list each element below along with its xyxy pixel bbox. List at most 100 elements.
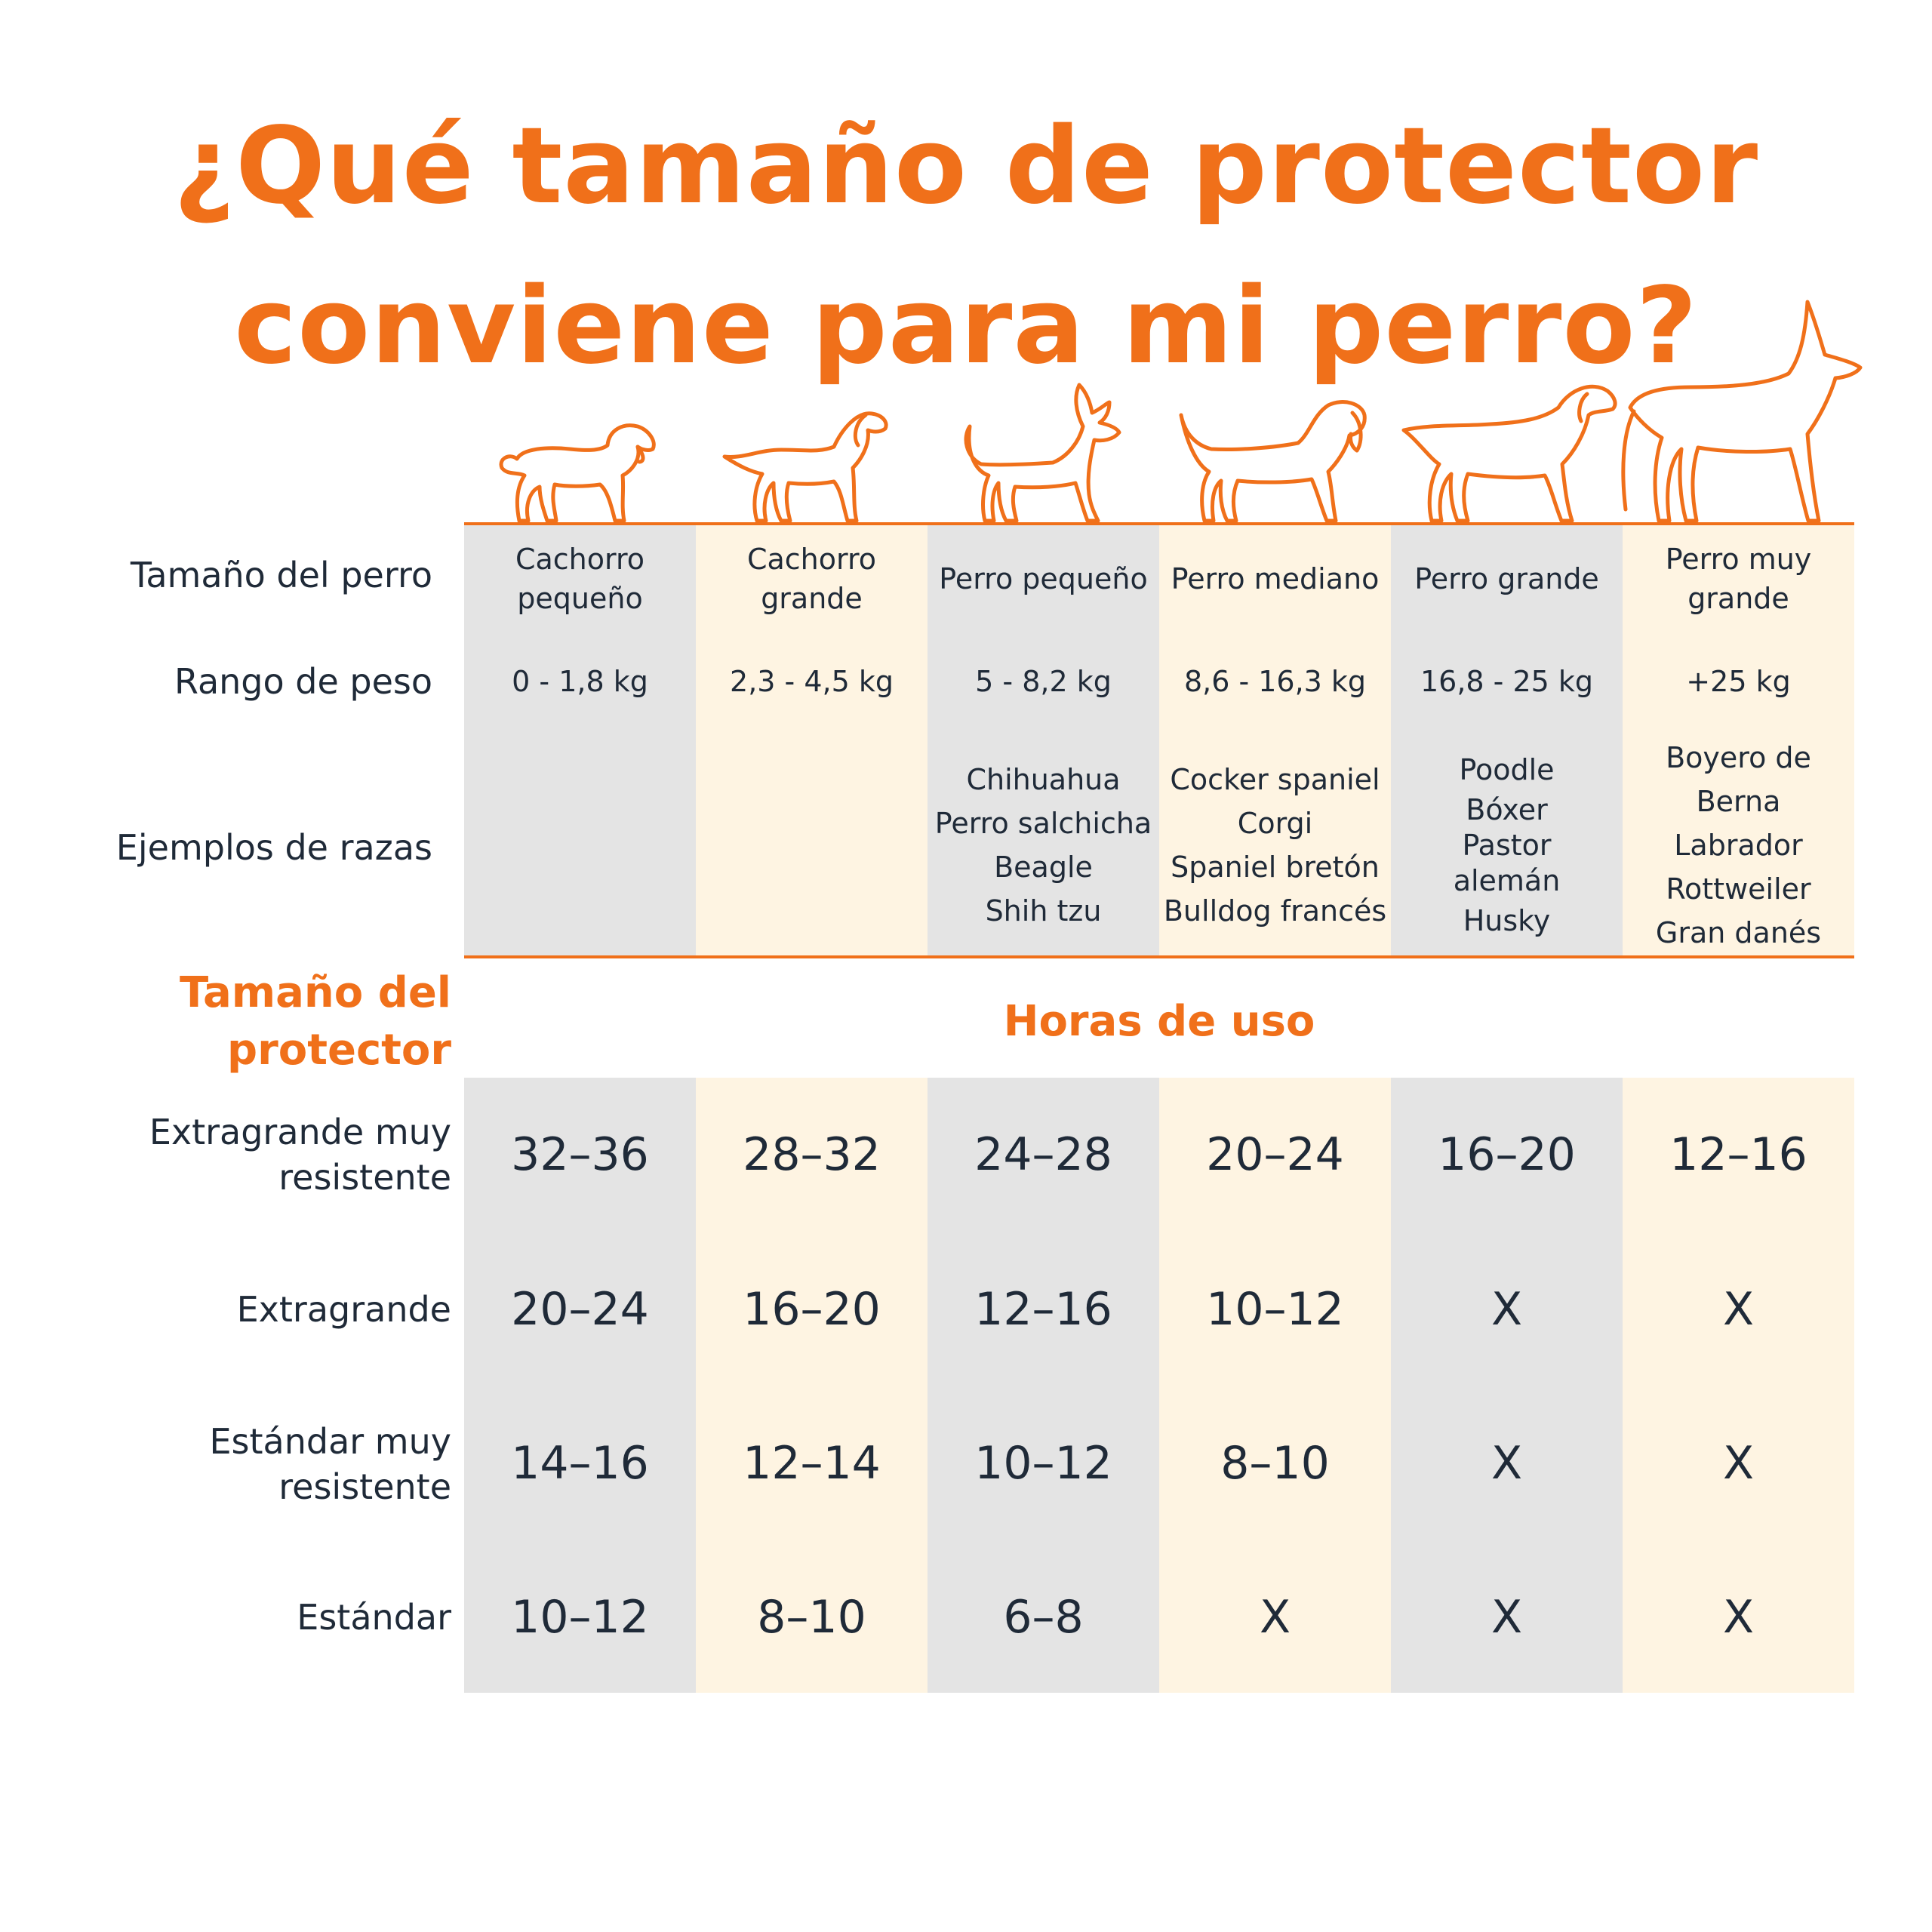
- breed-name: alemán: [1453, 864, 1561, 897]
- protector-row-label-line: Extragrande: [236, 1289, 451, 1330]
- hours-cell: 10–12: [511, 1591, 649, 1644]
- protector-row-label: Estándar muy resistente: [209, 1419, 451, 1509]
- hours-cell: X: [1722, 1437, 1755, 1490]
- hours-cell: 8–10: [757, 1591, 866, 1644]
- hours-cell: X: [1259, 1591, 1291, 1644]
- puppy-small-icon: [494, 415, 664, 525]
- hours-cell: 12–14: [743, 1437, 881, 1490]
- puppy-large-icon: [721, 400, 891, 525]
- breed-name: Perro salchicha: [934, 807, 1152, 840]
- hours-of-use-heading: Horas de uso: [1003, 997, 1315, 1046]
- breed-name: Shih tzu: [985, 894, 1102, 928]
- dog-size-cell: Perro pequeño: [928, 537, 1159, 620]
- column-bg-bottom-4: [1159, 1078, 1391, 1693]
- dog-size-text: Cachorro grande: [746, 543, 877, 615]
- protector-row-label-line: Estándar: [297, 1597, 451, 1638]
- dog-size-text: grande: [1687, 582, 1789, 615]
- breed-name: Labrador: [1674, 829, 1803, 862]
- weight-cell: 2,3 - 4,5 kg: [730, 665, 894, 698]
- row-label-breed-examples: Ejemplos de razas: [115, 827, 432, 868]
- hours-cell: 16–20: [1438, 1128, 1576, 1181]
- column-bg-1: [464, 525, 696, 958]
- breed-name: Bulldog francés: [1163, 894, 1387, 928]
- title-line-2: conviene para mi perro?: [234, 265, 1698, 388]
- breed-name: Bóxer: [1466, 793, 1548, 826]
- hours-cell: X: [1491, 1591, 1523, 1644]
- row-label-dog-size: Tamaño del perro: [130, 555, 432, 595]
- hours-cell: X: [1722, 1591, 1755, 1644]
- hours-cell: 20–24: [511, 1283, 649, 1336]
- hours-cell: 14–16: [511, 1437, 649, 1490]
- dog-size-text: Perro muy: [1665, 543, 1812, 576]
- weight-cell: 16,8 - 25 kg: [1420, 665, 1594, 698]
- extra-large-dog-icon: [1615, 298, 1864, 525]
- column-bg-bottom-5: [1391, 1078, 1623, 1693]
- hours-cell: 10–12: [1206, 1283, 1344, 1336]
- protector-row-label: Estándar: [297, 1595, 451, 1640]
- title-line-1: ¿Qué tamaño de protector: [173, 105, 1759, 228]
- column-bg-4: [1159, 525, 1391, 958]
- page-title: ¿Qué tamaño de protector conviene para m…: [0, 87, 1932, 407]
- large-dog-icon: [1400, 377, 1619, 525]
- dog-size-text: Cachorro: [515, 543, 645, 576]
- hours-cell: 24–28: [974, 1128, 1112, 1181]
- weight-cell: 8,6 - 16,3 kg: [1183, 665, 1367, 698]
- column-bg-6: [1623, 525, 1854, 958]
- hours-cell: X: [1722, 1283, 1755, 1336]
- column-bg-bottom-2: [696, 1078, 928, 1693]
- top-divider: [464, 522, 1854, 525]
- breed-name: Husky: [1463, 904, 1551, 937]
- breeds-cell: Chihuahua Perro salchicha Beagle Shih tz…: [928, 755, 1159, 936]
- dog-size-text: Perro pequeño: [939, 562, 1148, 595]
- breed-name: Cocker spaniel: [1170, 763, 1380, 796]
- protector-size-heading-line: Tamaño del: [179, 968, 451, 1017]
- small-dog-icon: [955, 381, 1124, 525]
- protector-row-label: Extragrande muy resistente: [149, 1109, 451, 1200]
- hours-cell: 8–10: [1220, 1437, 1330, 1490]
- dog-size-cell: Cachorro grande: [696, 537, 928, 620]
- breeds-cell: Poodle Bóxer Pastor alemán Husky: [1391, 743, 1623, 947]
- protector-row-label-line: Estándar muy: [209, 1421, 451, 1462]
- row-label-weight-range: Rango de peso: [174, 661, 432, 702]
- breed-name: Gran danés: [1655, 916, 1822, 949]
- column-bg-bottom-1: [464, 1078, 696, 1693]
- protector-size-heading-line: protector: [227, 1026, 451, 1075]
- protector-row-label-line: resistente: [278, 1466, 451, 1507]
- dog-size-text: Perro grande: [1414, 562, 1599, 595]
- hours-cell: 28–32: [743, 1128, 881, 1181]
- dog-size-cell: Perro muy grande: [1623, 537, 1854, 620]
- protector-size-heading: Tamaño del protector: [180, 964, 451, 1079]
- dog-size-text: pequeño: [517, 582, 643, 615]
- protector-row-label: Extragrande: [237, 1287, 451, 1332]
- dog-size-cell: Perro grande: [1391, 537, 1623, 620]
- middle-divider: [464, 955, 1854, 958]
- column-bg-3: [928, 525, 1159, 958]
- breed-name: Beagle: [994, 851, 1093, 884]
- dog-size-cell: Perro mediano: [1159, 537, 1391, 620]
- breeds-cell: Cocker spaniel Corgi Spaniel bretón Bull…: [1159, 755, 1391, 936]
- breed-name: Poodle: [1459, 753, 1555, 786]
- column-bg-bottom-3: [928, 1078, 1159, 1693]
- hours-cell: 12–16: [1669, 1128, 1807, 1181]
- hours-cell: X: [1491, 1283, 1523, 1336]
- protector-row-label-line: Extragrande muy: [149, 1112, 451, 1152]
- medium-dog-icon: [1177, 389, 1374, 525]
- hours-cell: 20–24: [1206, 1128, 1344, 1181]
- column-bg-5: [1391, 525, 1623, 958]
- hours-cell: 12–16: [974, 1283, 1112, 1336]
- column-bg-bottom-6: [1623, 1078, 1854, 1693]
- breeds-cell: Boyero de Berna Labrador Rottweiler Gran…: [1623, 741, 1854, 949]
- protector-row-label-line: resistente: [278, 1157, 451, 1198]
- column-bg-2: [696, 525, 928, 958]
- breed-name: Boyero de Berna: [1666, 741, 1811, 818]
- breed-name: Corgi: [1237, 807, 1313, 840]
- weight-cell: 0 - 1,8 kg: [512, 665, 648, 698]
- hours-cell: 6–8: [1003, 1591, 1084, 1644]
- weight-cell: 5 - 8,2 kg: [975, 665, 1112, 698]
- weight-cell: +25 kg: [1686, 665, 1791, 698]
- hours-cell: 10–12: [974, 1437, 1112, 1490]
- breed-name: Pastor: [1462, 829, 1552, 862]
- breed-name: Rottweiler: [1666, 872, 1811, 906]
- dog-size-cell: Cachorro pequeño: [464, 537, 696, 620]
- dog-size-text: Perro mediano: [1171, 562, 1380, 595]
